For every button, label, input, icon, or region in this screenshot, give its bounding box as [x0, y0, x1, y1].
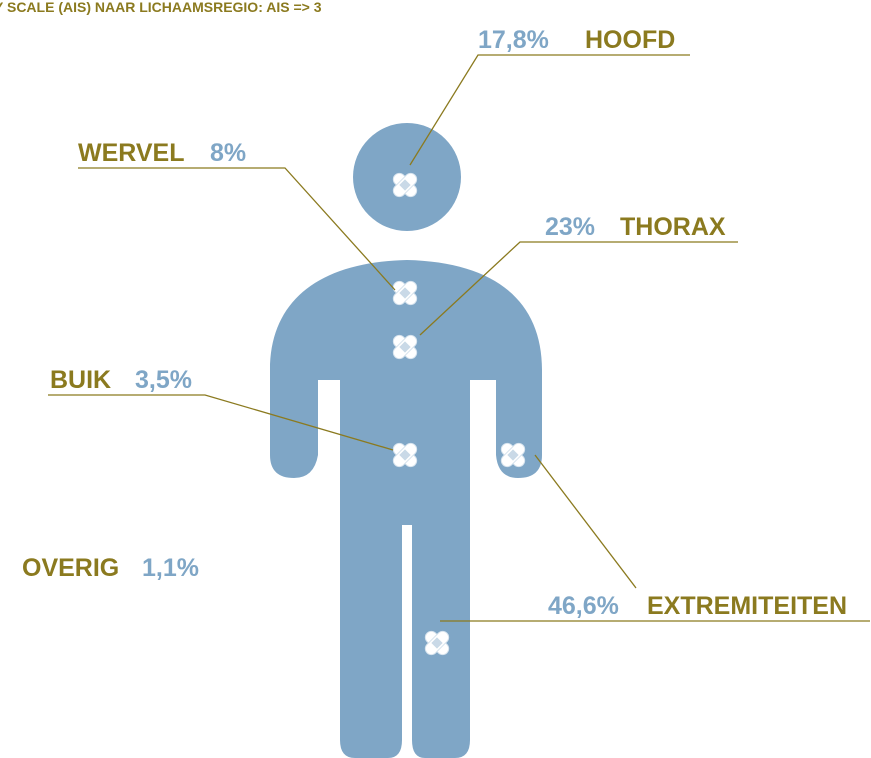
region-name: BUIK: [50, 366, 111, 394]
region-value: 17,8%: [478, 26, 549, 54]
leader-line: [535, 455, 636, 588]
region-name: HOOFD: [585, 26, 675, 54]
region-name: EXTREMITEITEN: [647, 592, 847, 620]
region-value: 1,1%: [142, 554, 199, 582]
infographic: Y SCALE (AIS) NAAR LICHAAMSREGIO: AIS =>…: [0, 0, 871, 758]
body: [270, 260, 542, 758]
region-name: OVERIG: [22, 554, 119, 582]
region-value: 8%: [210, 139, 246, 167]
region-name: WERVEL: [78, 139, 185, 167]
region-name: THORAX: [620, 213, 726, 241]
region-value: 46,6%: [548, 592, 619, 620]
region-value: 3,5%: [135, 366, 192, 394]
title: Y SCALE (AIS) NAAR LICHAAMSREGIO: AIS =>…: [0, 0, 322, 15]
region-value: 23%: [545, 213, 595, 241]
